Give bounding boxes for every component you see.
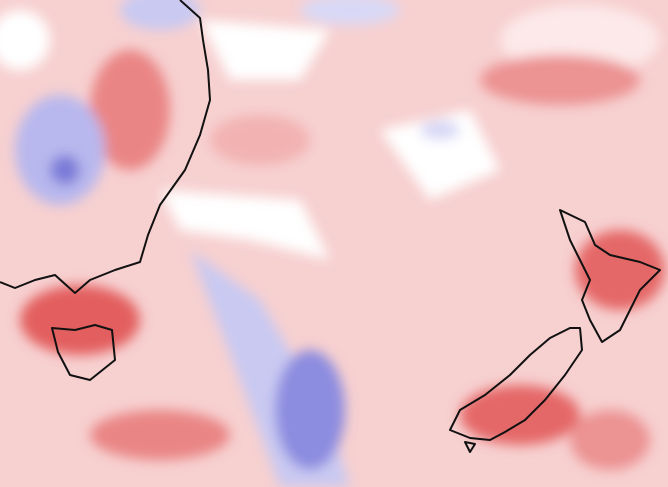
cool-anomaly: [50, 155, 80, 185]
warm-anomaly: [460, 385, 580, 445]
warm-anomaly: [210, 115, 310, 165]
warm-anomaly: [480, 55, 640, 105]
australia-coastline: [0, 0, 211, 294]
tasmania-coastline: [51, 324, 116, 381]
new-zealand-south-island: [449, 327, 583, 441]
warm-anomaly: [90, 50, 170, 170]
stewart-island: [464, 441, 476, 453]
warm-anomaly: [570, 410, 650, 470]
warm-anomaly: [90, 410, 230, 460]
warm-anomaly: [20, 285, 140, 355]
neutral-area: [0, 10, 50, 70]
cool-anomaly: [120, 0, 200, 30]
neutral-area: [200, 20, 330, 80]
neutral-area: [380, 110, 500, 200]
cool-anomaly: [300, 0, 400, 25]
neutral-area: [160, 190, 330, 260]
cool-anomaly: [275, 350, 345, 470]
warm-anomaly: [575, 230, 665, 310]
cool-anomaly: [420, 120, 460, 140]
cool-anomaly: [15, 95, 105, 205]
new-zealand-north-island: [559, 209, 661, 343]
